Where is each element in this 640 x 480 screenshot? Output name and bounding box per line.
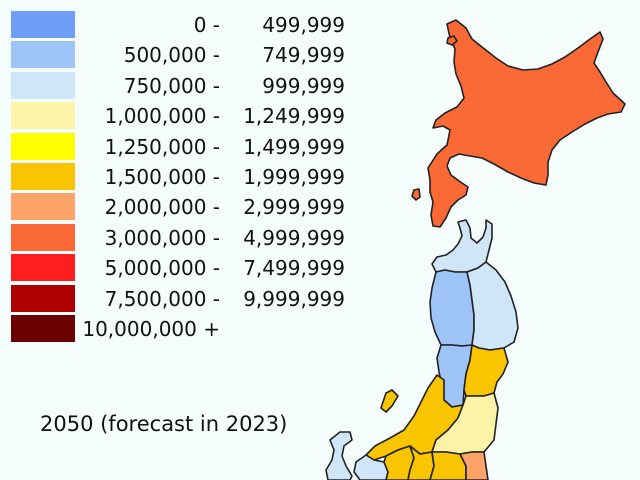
legend-range-to: 499,999 — [262, 13, 345, 37]
legend-row: 2,000,000 - 2,999,999 — [0, 192, 360, 222]
legend-range-from: 10,000,000 + — [82, 317, 220, 341]
legend-range-from: 2,000,000 - — [104, 195, 220, 220]
region-akita — [429, 269, 475, 347]
legend-range-from: 500,000 - — [123, 43, 220, 68]
region-iwate — [466, 261, 519, 351]
legend-range-from: 1,250,000 - — [104, 134, 220, 159]
legend-swatch — [11, 41, 75, 69]
legend-range-from: 0 - — [193, 13, 220, 37]
legend-swatch — [11, 102, 75, 130]
region-okushiri-island — [411, 188, 421, 201]
region-gunma — [407, 445, 435, 480]
legend-swatch — [11, 71, 75, 99]
legend-swatch — [11, 193, 75, 221]
legend-range-to: 2,999,999 — [243, 195, 345, 220]
region-sado — [380, 389, 399, 413]
legend-row: 1,500,000 - 1,999,999 — [0, 162, 360, 192]
legend-row: 1,250,000 - 1,499,999 — [0, 132, 360, 162]
region-toyama — [353, 454, 389, 480]
legend-range-to: 1,249,999 — [243, 104, 345, 129]
legend-row: 7,500,000 - 9,999,999 — [0, 284, 360, 314]
legend-swatch — [11, 163, 75, 190]
legend-range-from: 5,000,000 - — [104, 256, 220, 281]
legend-swatch — [11, 132, 75, 160]
region-hokkaido — [427, 19, 626, 228]
legend-range-from: 750,000 - — [123, 73, 220, 98]
legend-range-to: 1,999,999 — [243, 165, 345, 189]
legend-range-from: 1,500,000 - — [104, 165, 220, 189]
legend-row: 500,000 - 749,999 — [0, 40, 360, 70]
legend-row: 1,000,000 - 1,249,999 — [0, 101, 360, 131]
legend-range-to: 9,999,999 — [243, 286, 345, 311]
region-ishikawa — [325, 431, 353, 480]
legend-range-from: 7,500,000 - — [104, 286, 220, 311]
legend-swatch — [11, 223, 75, 251]
legend-swatch — [11, 284, 75, 312]
region-yamagata — [436, 344, 473, 408]
legend-range-to: 7,499,999 — [243, 256, 345, 281]
legend: 0 - 499,999 500,000 - 749,999 750,000 - 999,9… — [0, 0, 360, 350]
region-rishiri-island — [446, 35, 458, 46]
legend-row: 3,000,000 - 4,999,999 — [0, 223, 360, 253]
map-caption: 2050 (forecast in 2023) — [40, 412, 288, 436]
legend-row: 750,000 - 999,999 — [0, 71, 360, 101]
region-miyagi — [463, 344, 509, 397]
legend-row: 0 - 499,999 — [0, 10, 360, 40]
legend-swatch — [11, 11, 75, 38]
legend-range-to: 1,499,999 — [243, 134, 345, 159]
legend-range-to: 749,999 — [262, 43, 345, 68]
legend-swatch — [11, 254, 75, 282]
legend-range-from: 3,000,000 - — [104, 225, 220, 250]
legend-range-to: 999,999 — [262, 73, 345, 98]
legend-range-from: 1,000,000 - — [104, 104, 220, 129]
legend-row: 10,000,000 + — [0, 314, 360, 344]
region-ibaraki — [459, 451, 489, 480]
legend-range-to: 4,999,999 — [243, 225, 345, 250]
legend-swatch — [11, 315, 75, 342]
legend-row: 5,000,000 - 7,499,999 — [0, 253, 360, 283]
